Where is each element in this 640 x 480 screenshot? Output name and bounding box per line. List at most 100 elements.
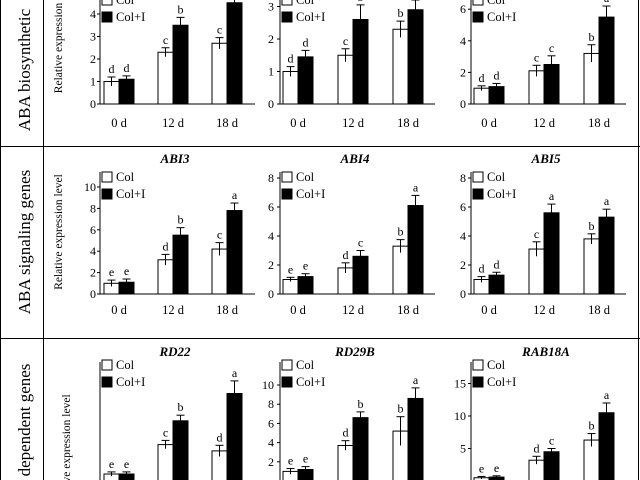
legend-label-coli: Col+I — [487, 375, 516, 389]
significance-letter: e — [303, 452, 308, 466]
significance-letter: d — [303, 35, 309, 49]
y-tick-label: 6 — [268, 200, 274, 214]
bar-coli — [118, 78, 135, 105]
significance-letter: e — [479, 461, 484, 475]
bar-coli — [172, 420, 189, 480]
significance-letter: e — [109, 457, 114, 471]
significance-letter: c — [163, 425, 168, 439]
x-tick-label: 0 d — [111, 116, 127, 130]
chart-title: RAB18A — [521, 344, 570, 359]
chart-title: RD29B — [334, 344, 375, 359]
significance-letter: c — [217, 228, 222, 242]
significance-letter: e — [494, 461, 499, 475]
legend-swatch-coli — [281, 376, 293, 388]
y-tick-label: 0 — [268, 97, 274, 111]
legend-swatch-coli — [472, 376, 484, 388]
legend-swatch-col — [472, 0, 484, 6]
significance-letter: d — [343, 426, 349, 440]
x-tick-label: 0 d — [290, 116, 306, 130]
significance-letter: d — [288, 52, 294, 66]
x-tick-label: 12 d — [533, 116, 556, 130]
bar-col — [337, 54, 354, 105]
y-tick-label: 0 — [90, 97, 96, 111]
bar-coli — [543, 451, 560, 480]
y-tick-label: 1 — [268, 65, 274, 79]
bar-coli — [407, 205, 424, 295]
legend-label-coli: Col+I — [116, 187, 145, 201]
x-tick-label: 12 d — [162, 303, 185, 317]
significance-letter: e — [288, 454, 293, 468]
significance-letter: b — [589, 30, 595, 44]
x-tick-label: 12 d — [342, 303, 365, 317]
bar-coli — [297, 56, 314, 105]
x-tick-label: 0 d — [111, 303, 127, 317]
legend-label-coli: Col+I — [487, 10, 516, 24]
y-tick-label: 4 — [90, 244, 96, 258]
significance-letter: d — [163, 239, 169, 253]
y-tick-label: 1 — [90, 75, 96, 89]
significance-letter: b — [398, 6, 404, 20]
y-tick-label: 2 — [460, 65, 466, 79]
bar-coli — [598, 16, 615, 105]
legend-label-coli: Col+I — [116, 375, 145, 389]
y-tick-label: 4 — [460, 34, 466, 48]
y-tick-label: 2 — [268, 455, 274, 469]
significance-letter: b — [178, 213, 184, 227]
row-label-0: ABA biosynthetic — [15, 8, 34, 131]
x-tick-label: 0 d — [481, 303, 497, 317]
chart-panel-8: 5 10 15 RAB18A e e dc b a Col Col+I — [454, 344, 615, 480]
significance-letter: a — [604, 0, 610, 5]
significance-letter: b — [358, 397, 364, 411]
significance-letter: e — [288, 262, 293, 276]
y-tick-label: 8 — [460, 171, 466, 185]
significance-letter: c — [549, 41, 554, 55]
legend-swatch-coli — [281, 188, 293, 200]
x-tick-label: 18 d — [216, 116, 239, 130]
significance-letter: b — [178, 2, 184, 16]
legend-label-col: Col — [296, 170, 315, 184]
significance-letter: c — [534, 50, 539, 64]
bar-col — [392, 245, 409, 295]
y-tick-label: 10 — [84, 180, 96, 194]
chart-title: ABI5 — [531, 151, 561, 166]
legend-label-col: Col — [487, 0, 506, 7]
legend-swatch-coli — [101, 188, 113, 200]
significance-letter: d — [479, 71, 485, 85]
bar-coli — [172, 24, 189, 105]
y-tick-label: 4 — [268, 436, 274, 450]
significance-letter: d — [534, 441, 540, 455]
significance-letter: b — [589, 219, 595, 233]
legend-swatch-coli — [472, 11, 484, 23]
significance-letter: e — [124, 264, 129, 278]
legend-label-col: Col — [116, 170, 135, 184]
significance-letter: a — [413, 180, 419, 194]
y-tick-label: 0 — [90, 287, 96, 301]
y-tick-label: 4 — [460, 229, 466, 243]
bar-coli — [407, 9, 424, 105]
y-tick-label: 3 — [268, 0, 274, 14]
y-axis-label: Relative expression — [53, 3, 65, 94]
bar-coli — [598, 412, 615, 480]
y-tick-label: 6 — [268, 416, 274, 430]
y-tick-label: 0 — [268, 287, 274, 301]
x-tick-label: 18 d — [588, 116, 611, 130]
legend-swatch-col — [281, 171, 293, 183]
y-tick-label: 6 — [90, 223, 96, 237]
bar-col — [392, 28, 409, 105]
legend-label-col: Col — [487, 358, 506, 372]
significance-letter: b — [398, 402, 404, 416]
significance-letter: a — [232, 366, 238, 380]
chart-panel-7: 2 4 6 8 10 RD29B e e d b b a Col Col+I — [262, 344, 424, 480]
significance-letter: a — [232, 188, 238, 202]
legend-swatch-coli — [281, 11, 293, 23]
chart-panel-3: 0 2 4 6 8 10 ABI3 Relative expression level e e 0 … — [53, 151, 255, 317]
bar-col — [211, 42, 228, 105]
bar-col — [157, 444, 174, 480]
y-tick-label: 8 — [268, 397, 274, 411]
x-tick-label: 12 d — [162, 116, 185, 130]
y-tick-label: 2 — [460, 258, 466, 272]
significance-letter: e — [109, 265, 114, 279]
significance-letter: a — [413, 373, 419, 387]
x-tick-label: 12 d — [533, 303, 556, 317]
y-tick-label: 10 — [262, 378, 274, 392]
